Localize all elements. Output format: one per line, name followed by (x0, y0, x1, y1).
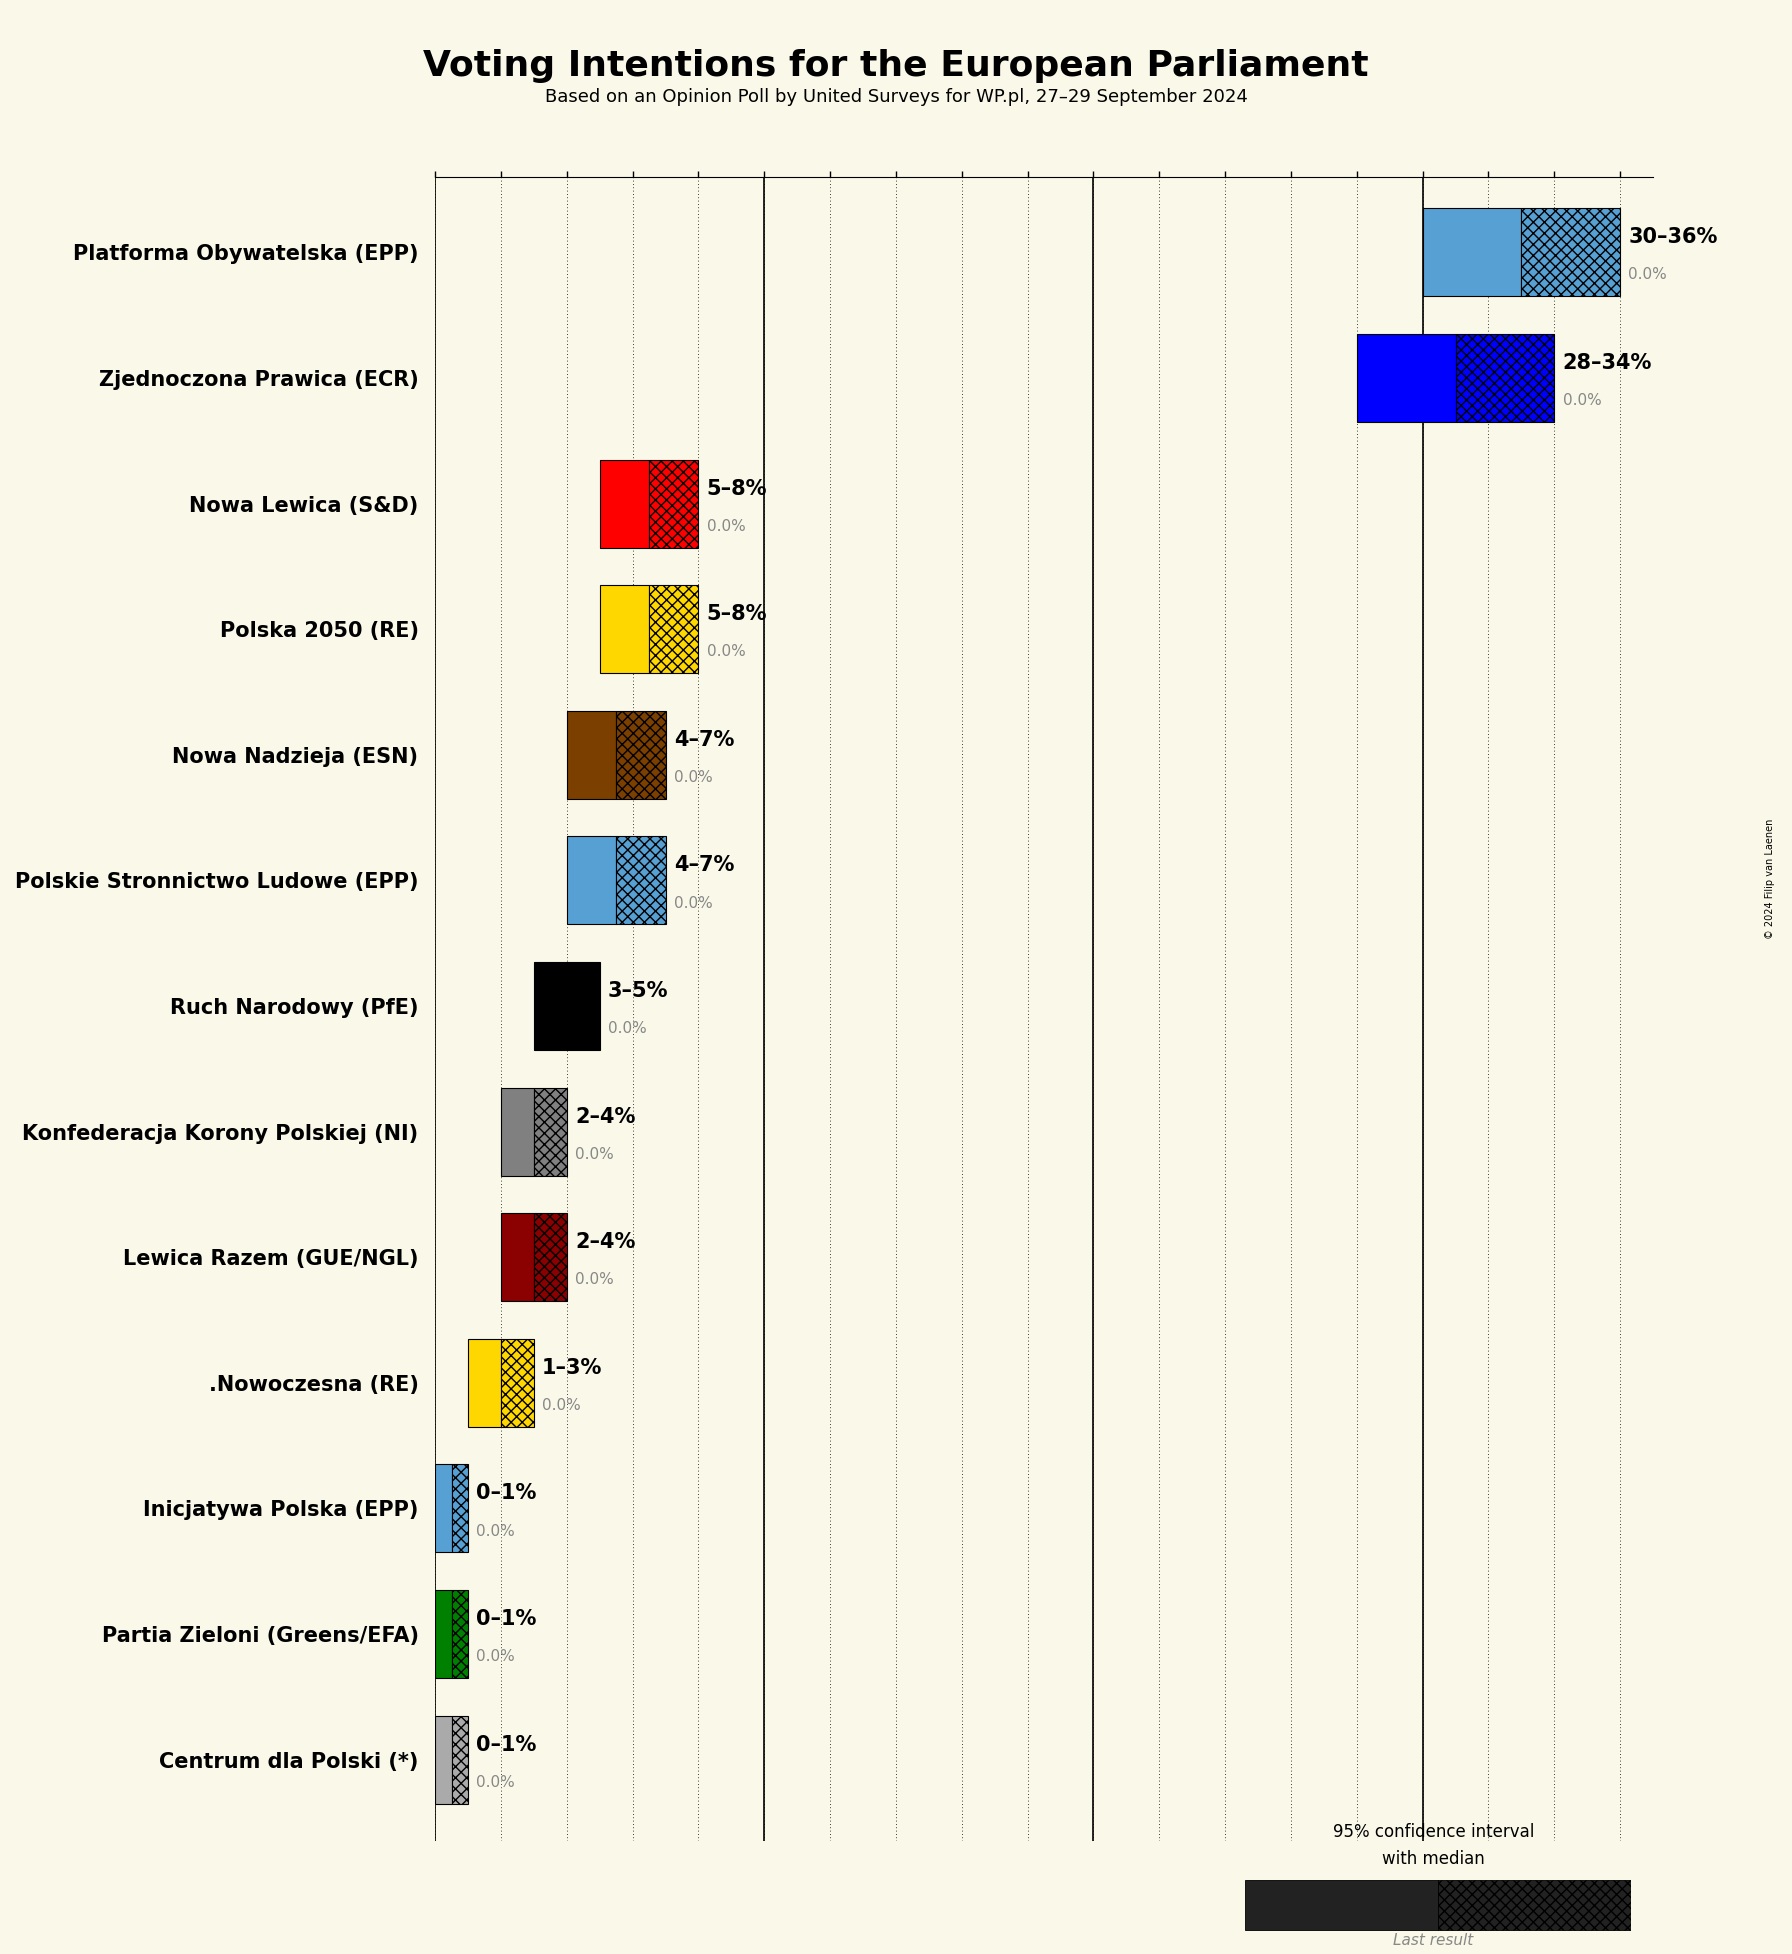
Bar (452, 1464, 468, 1551)
Bar (616, 711, 665, 799)
Bar (1455, 334, 1554, 422)
Text: Last result: Last result (1394, 1933, 1473, 1948)
Text: 2–4%: 2–4% (575, 1233, 636, 1253)
Bar (452, 1716, 468, 1804)
Bar (600, 459, 649, 547)
Text: 0.0%: 0.0% (477, 1774, 514, 1790)
Text: 0.0%: 0.0% (575, 1147, 615, 1163)
Text: 0.0%: 0.0% (477, 1649, 514, 1665)
Bar (452, 1591, 468, 1678)
Bar (468, 1338, 502, 1426)
Bar (435, 1716, 452, 1804)
Text: 5–8%: 5–8% (706, 479, 767, 498)
Bar (502, 1213, 534, 1301)
Bar (1357, 334, 1455, 422)
Bar (649, 459, 699, 547)
Text: Based on an Opinion Poll by United Surveys for WP.pl, 27–29 September 2024: Based on an Opinion Poll by United Surve… (545, 88, 1247, 106)
Bar (566, 711, 616, 799)
Text: 0–1%: 0–1% (477, 1735, 536, 1755)
Bar (566, 836, 616, 924)
Text: © 2024 Filip van Laenen: © 2024 Filip van Laenen (1765, 819, 1776, 940)
Text: with median: with median (1382, 1850, 1486, 1868)
Text: 0–1%: 0–1% (477, 1483, 536, 1503)
Text: 0.0%: 0.0% (543, 1397, 581, 1413)
Bar (534, 1088, 566, 1176)
Bar (1521, 209, 1620, 297)
Bar (600, 586, 649, 674)
Text: 0.0%: 0.0% (674, 770, 713, 786)
Text: 0.0%: 0.0% (477, 1524, 514, 1538)
Bar (1245, 1880, 1437, 1931)
Bar (649, 586, 699, 674)
Bar (435, 1464, 452, 1551)
Bar (1423, 209, 1521, 297)
Text: 4–7%: 4–7% (674, 729, 735, 750)
Text: 0.0%: 0.0% (706, 645, 745, 658)
Text: 1–3%: 1–3% (543, 1358, 602, 1378)
Bar (502, 1088, 534, 1176)
Bar (435, 1591, 452, 1678)
Text: 0.0%: 0.0% (706, 518, 745, 533)
Bar (566, 961, 600, 1049)
Text: 28–34%: 28–34% (1563, 354, 1652, 373)
Text: 0.0%: 0.0% (607, 1022, 647, 1036)
Text: 0.0%: 0.0% (674, 895, 713, 911)
Bar (502, 1338, 534, 1426)
Text: 5–8%: 5–8% (706, 604, 767, 623)
Bar (534, 961, 566, 1049)
Text: 3–5%: 3–5% (607, 981, 668, 1000)
Text: 0.0%: 0.0% (1563, 393, 1602, 408)
Text: 95% confidence interval: 95% confidence interval (1333, 1823, 1534, 1841)
Bar (616, 836, 665, 924)
Bar (534, 1213, 566, 1301)
Text: Voting Intentions for the European Parliament: Voting Intentions for the European Parli… (423, 49, 1369, 82)
Bar (1437, 1880, 1631, 1931)
Text: 0–1%: 0–1% (477, 1608, 536, 1630)
Text: 2–4%: 2–4% (575, 1106, 636, 1127)
Text: 0.0%: 0.0% (1629, 268, 1667, 283)
Text: 4–7%: 4–7% (674, 856, 735, 875)
Text: 0.0%: 0.0% (575, 1272, 615, 1288)
Text: 30–36%: 30–36% (1629, 227, 1719, 248)
